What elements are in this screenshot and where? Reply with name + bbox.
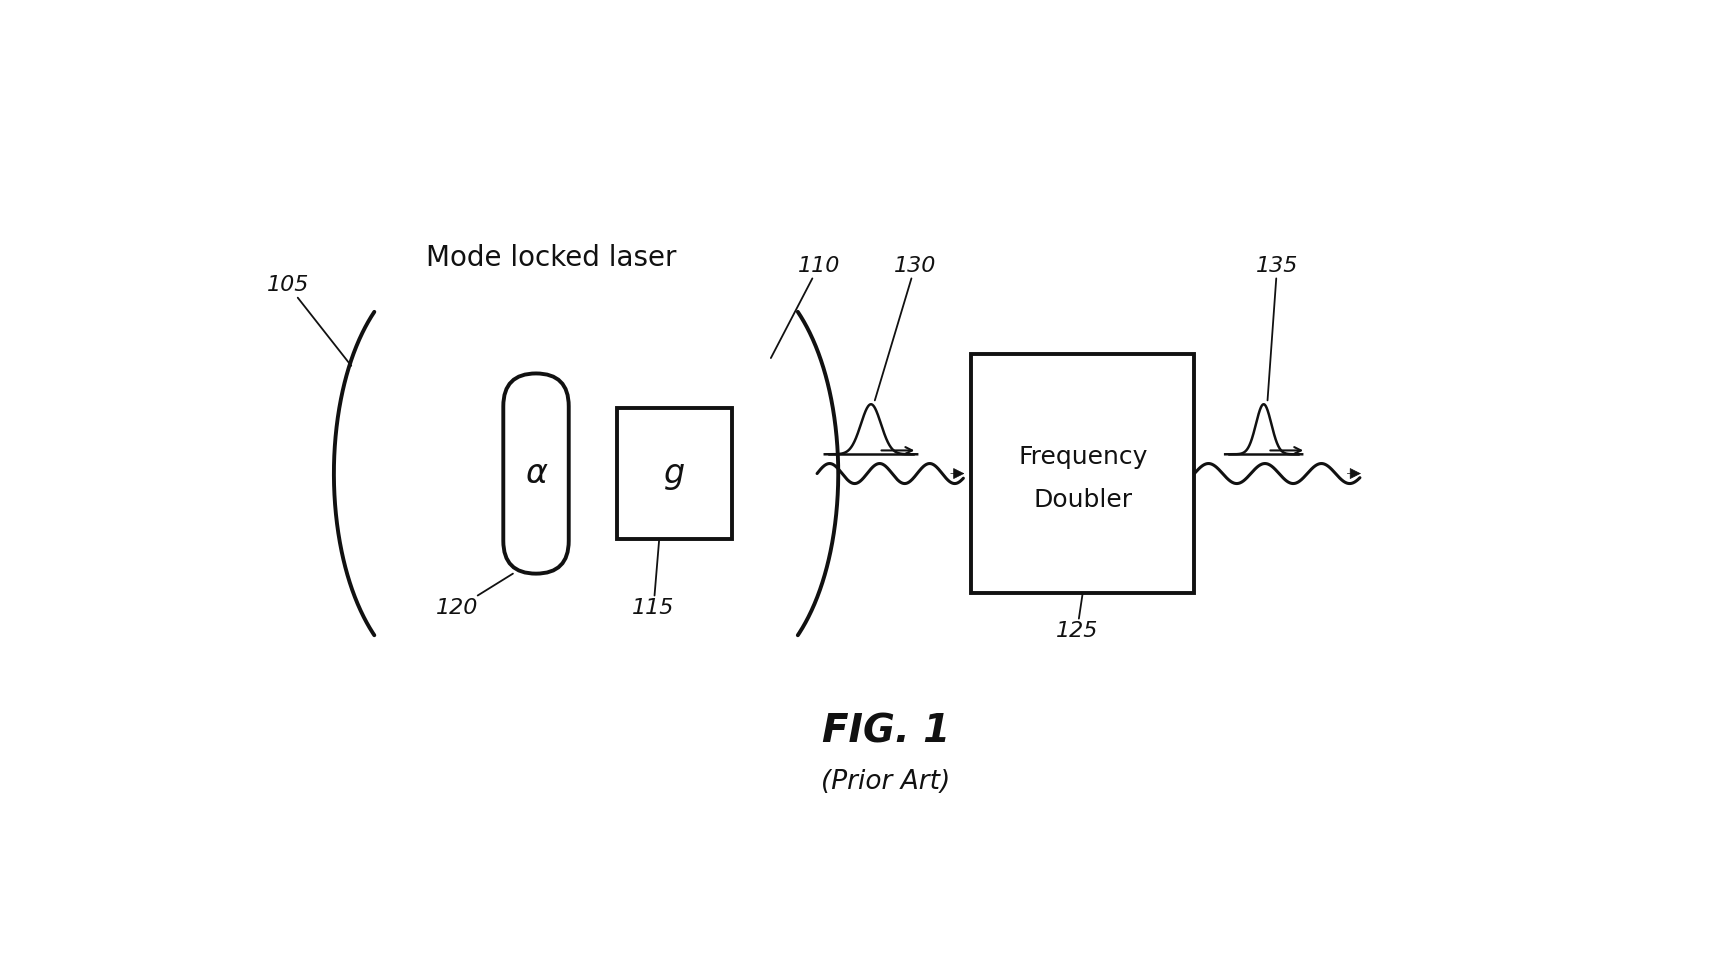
Text: Frequency: Frequency (1018, 445, 1147, 468)
Text: FIG. 1: FIG. 1 (821, 712, 950, 750)
Text: 110: 110 (771, 255, 840, 358)
Text: 135: 135 (1256, 255, 1298, 401)
Text: Doubler: Doubler (1033, 489, 1132, 512)
Text: 105: 105 (266, 275, 351, 366)
Text: 130: 130 (874, 255, 937, 401)
Text: 125: 125 (1056, 593, 1099, 641)
Bar (617, 408, 733, 539)
Bar (971, 354, 1194, 593)
Text: 120: 120 (435, 574, 513, 619)
Text: α: α (525, 457, 548, 490)
Text: Mode locked laser: Mode locked laser (427, 244, 677, 272)
Text: g: g (664, 457, 686, 490)
Text: 115: 115 (632, 539, 674, 619)
Text: (Prior Art): (Prior Art) (821, 769, 950, 794)
